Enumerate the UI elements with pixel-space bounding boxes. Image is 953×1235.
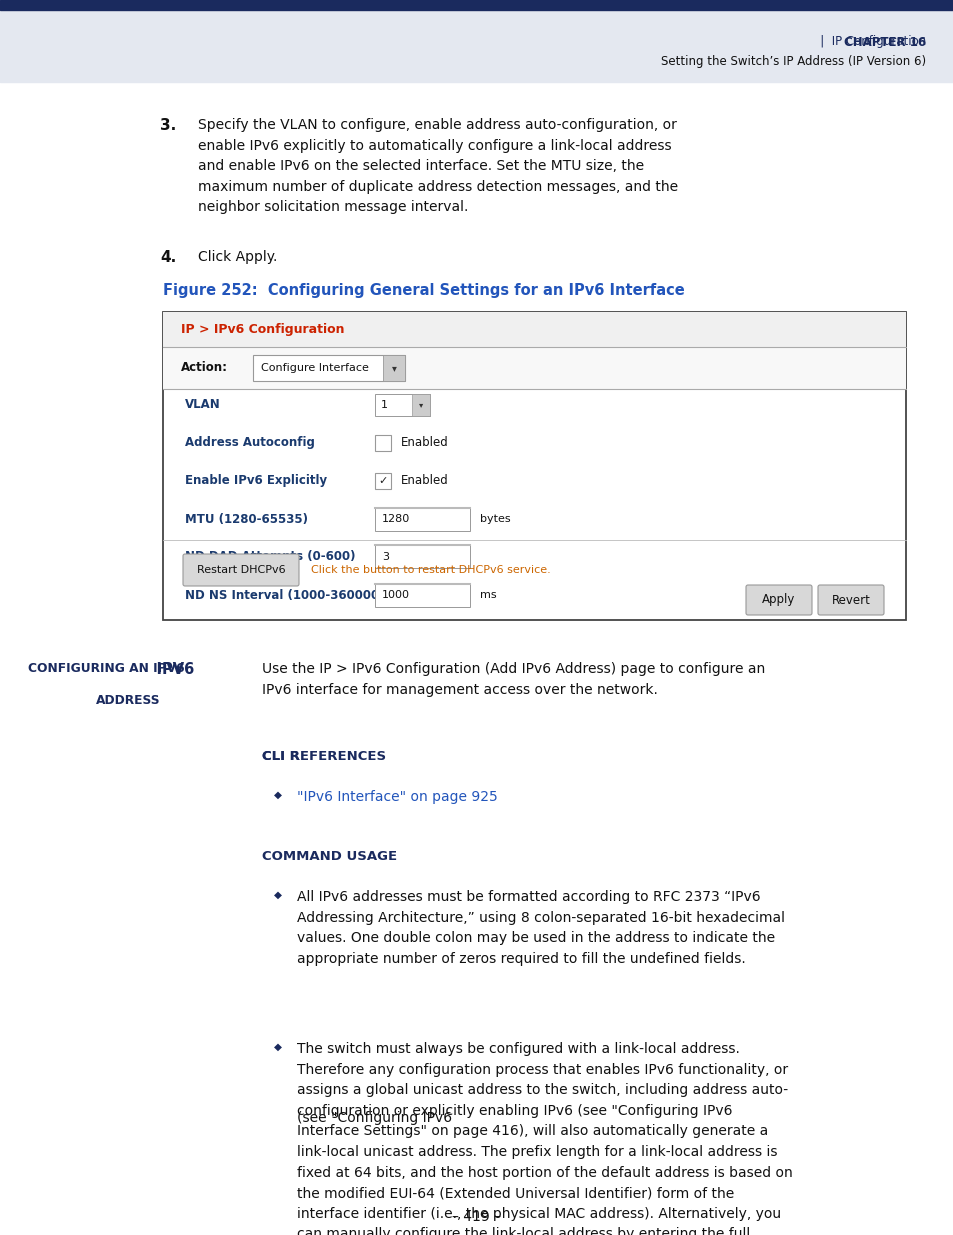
- Text: ADDRESS: ADDRESS: [96, 694, 160, 706]
- FancyBboxPatch shape: [817, 585, 883, 615]
- Text: CLI REFERENCES: CLI REFERENCES: [262, 750, 386, 763]
- Text: Action:: Action:: [181, 362, 228, 374]
- Text: COMMAND USAGE: COMMAND USAGE: [262, 850, 396, 863]
- Text: ◆: ◆: [274, 1042, 282, 1052]
- Text: ms: ms: [479, 590, 497, 600]
- Text: IP > IPv6 Configuration: IP > IPv6 Configuration: [181, 324, 344, 336]
- Text: Specify the VLAN to configure, enable address auto-configuration, or
enable IPv6: Specify the VLAN to configure, enable ad…: [198, 119, 678, 215]
- Bar: [163, 312, 905, 620]
- Text: Enable IPv6 Explicitly: Enable IPv6 Explicitly: [185, 474, 327, 488]
- Bar: [0, 0, 953, 10]
- Text: 3.: 3.: [160, 119, 176, 133]
- Text: Apply: Apply: [761, 594, 795, 606]
- Text: MTU (1280-65535): MTU (1280-65535): [185, 513, 308, 526]
- Bar: [0, 10, 953, 82]
- Text: 3: 3: [381, 552, 389, 562]
- Text: Revert: Revert: [831, 594, 869, 606]
- Text: ◆: ◆: [274, 890, 282, 900]
- Text: bytes: bytes: [479, 514, 510, 524]
- Text: Restart DHCPv6: Restart DHCPv6: [196, 564, 285, 576]
- Text: Setting the Switch’s IP Address (IP Version 6): Setting the Switch’s IP Address (IP Vers…: [660, 56, 925, 68]
- Text: The switch must always be configured with a link-local address.
Therefore any co: The switch must always be configured wit…: [296, 1042, 792, 1235]
- Text: Address Autoconfig: Address Autoconfig: [185, 436, 314, 450]
- Text: ND DAD Attempts (0-600): ND DAD Attempts (0-600): [185, 551, 355, 563]
- Text: ✓: ✓: [378, 475, 387, 487]
- Text: 1280: 1280: [381, 514, 410, 524]
- Text: CONFIGURING AN IPV6: CONFIGURING AN IPV6: [28, 662, 185, 676]
- Text: CLI R: CLI R: [262, 750, 299, 763]
- Bar: [375, 546, 470, 568]
- Text: 1000: 1000: [381, 590, 410, 600]
- Text: All IPv6 addresses must be formatted according to RFC 2373 “IPv6
Addressing Arch: All IPv6 addresses must be formatted acc…: [296, 890, 784, 966]
- Bar: [375, 394, 430, 416]
- Text: 1: 1: [380, 400, 388, 410]
- Text: ◆: ◆: [274, 790, 282, 800]
- Bar: [375, 435, 391, 451]
- Bar: [163, 312, 905, 347]
- Text: Enabled: Enabled: [400, 474, 448, 488]
- Bar: [375, 508, 470, 531]
- Text: – 419 –: – 419 –: [452, 1210, 501, 1224]
- Text: ND NS Interval (1000-3600000): ND NS Interval (1000-3600000): [185, 589, 393, 601]
- Text: ▾: ▾: [418, 400, 423, 410]
- Bar: [163, 347, 905, 389]
- Text: CHAPTER 16: CHAPTER 16: [843, 36, 925, 48]
- FancyBboxPatch shape: [745, 585, 811, 615]
- Text: Click the button to restart DHCPv6 service.: Click the button to restart DHCPv6 servi…: [311, 564, 550, 576]
- Text: Click Apply.: Click Apply.: [198, 249, 277, 264]
- Bar: [375, 583, 470, 606]
- Bar: [412, 394, 430, 416]
- Text: IPV6: IPV6: [136, 662, 194, 677]
- Text: Use the IP > IPv6 Configuration (Add IPv6 Address) page to configure an
IPv6 int: Use the IP > IPv6 Configuration (Add IPv…: [262, 662, 764, 697]
- Text: |  IP Configuration: | IP Configuration: [778, 36, 925, 48]
- Text: Enabled: Enabled: [400, 436, 448, 450]
- Text: ▾: ▾: [391, 363, 396, 373]
- Text: "IPv6 Interface" on page 925: "IPv6 Interface" on page 925: [296, 790, 497, 804]
- Text: Configure Interface: Configure Interface: [261, 363, 369, 373]
- Text: (see "Configuring IPv6: (see "Configuring IPv6: [296, 1110, 452, 1125]
- Text: Figure 252:  Configuring General Settings for an IPv6 Interface: Figure 252: Configuring General Settings…: [163, 283, 684, 298]
- Bar: [253, 354, 405, 382]
- Text: 4.: 4.: [160, 249, 176, 266]
- Bar: [375, 473, 391, 489]
- FancyBboxPatch shape: [183, 555, 298, 585]
- Bar: [382, 354, 405, 382]
- Text: VLAN: VLAN: [185, 399, 220, 411]
